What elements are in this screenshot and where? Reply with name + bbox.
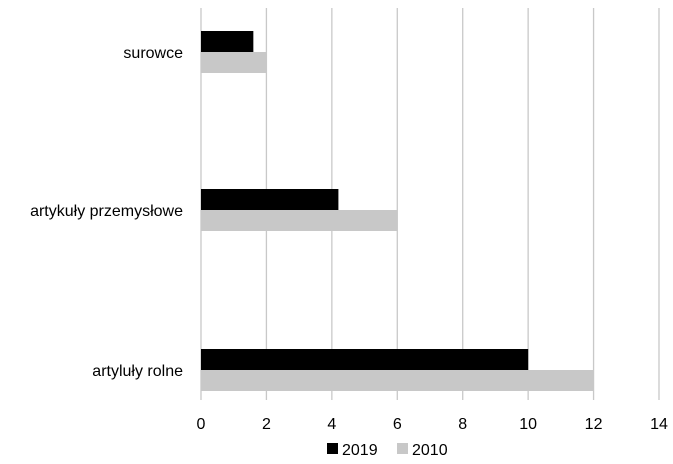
category-label: artyluły rolne	[92, 363, 183, 380]
bar-2019-2	[201, 31, 254, 52]
x-tick-label: 10	[519, 416, 537, 433]
category-label: artykuły przemysłowe	[30, 203, 183, 220]
bars	[201, 31, 594, 391]
x-tick-label: 8	[458, 416, 467, 433]
legend-swatch-2010	[397, 443, 408, 454]
legend: 2019 2010	[327, 442, 448, 459]
category-labels: artyluły rolne artykuły przemysłowe surowc…	[30, 45, 183, 380]
legend-label-2019: 2019	[342, 442, 378, 459]
category-label: surowce	[123, 45, 183, 62]
bar-2010-0	[201, 370, 594, 391]
bar-2010-1	[201, 210, 398, 231]
x-tick-label: 4	[327, 416, 336, 433]
bar-2019-1	[201, 189, 339, 210]
legend-swatch-2019	[327, 443, 338, 454]
x-tick-label: 6	[393, 416, 402, 433]
x-tick-label: 0	[197, 416, 206, 433]
bar-2019-0	[201, 349, 529, 370]
x-tick-labels: 0 2 4 6 8 10 12 14	[197, 416, 668, 433]
x-tick-label: 14	[650, 416, 668, 433]
bar-2010-2	[201, 52, 267, 73]
legend-label-2010: 2010	[412, 442, 448, 459]
x-tick-label: 2	[262, 416, 271, 433]
x-tick-label: 12	[585, 416, 603, 433]
